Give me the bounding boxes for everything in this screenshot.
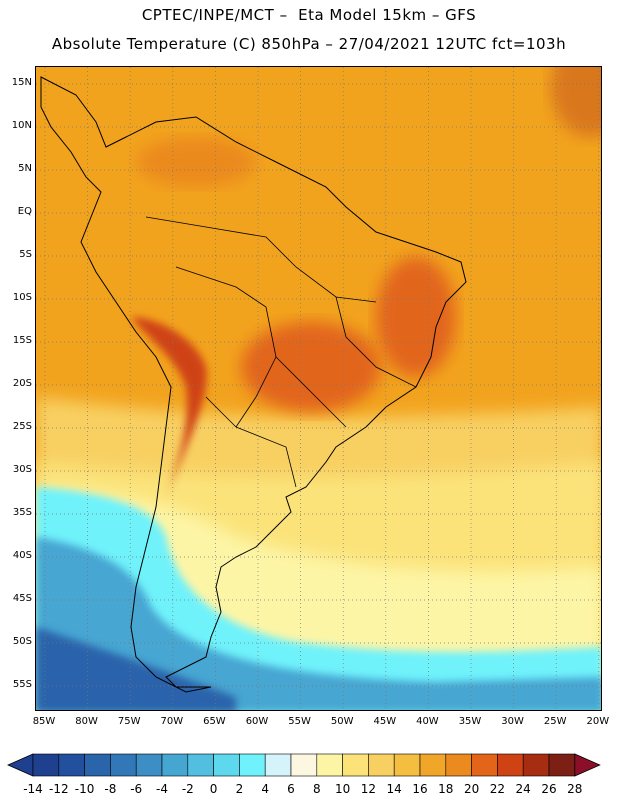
longitude-label: 50W — [330, 716, 354, 727]
colorbar-label: -14 — [23, 782, 43, 796]
colorbar-label: 20 — [463, 782, 480, 796]
colorbar-swatch — [58, 753, 85, 777]
country-borders — [145, 216, 417, 488]
colombia-warm — [136, 137, 256, 187]
longitude-label: 30W — [501, 716, 524, 727]
colorbar-swatch — [84, 753, 111, 777]
south-america-coastline — [40, 76, 467, 693]
colorbar-swatch — [264, 753, 292, 777]
colorbar-label: -4 — [156, 782, 168, 796]
graticule — [36, 67, 601, 710]
colorbar-label: -12 — [48, 782, 69, 796]
map-frame[interactable] — [35, 66, 602, 711]
colorbar-label: 18 — [438, 782, 454, 796]
colorbar-swatch — [135, 753, 163, 777]
colorbar-label: 28 — [567, 782, 583, 796]
colorbar-swatch — [393, 753, 421, 777]
colorbar-label: 14 — [386, 782, 402, 796]
colorbar-label: 22 — [489, 782, 506, 796]
colorbar-swatch — [161, 753, 189, 777]
colorbar-label: 0 — [209, 782, 218, 796]
andes-hot — [131, 317, 207, 497]
colorbar-swatch — [187, 753, 214, 777]
colorbar-swatch — [213, 753, 240, 777]
latitude-label: EQ — [17, 206, 32, 217]
longitude-label: 40W — [416, 716, 439, 727]
longitude-label: 75W — [117, 716, 141, 727]
longitude-label: 25W — [543, 716, 567, 727]
latitude-label: 45S — [12, 593, 32, 604]
ne-brazil-hot — [376, 257, 456, 377]
longitude-label: 60W — [245, 716, 269, 727]
colorbar-label: -2 — [181, 782, 194, 796]
longitude-label: 55W — [288, 716, 311, 727]
colorbar-swatch — [239, 753, 266, 777]
longitude-label: 70W — [160, 716, 184, 727]
colorbar-label: 24 — [515, 782, 531, 796]
hot-area-ne — [551, 67, 601, 137]
colorbar-swatch — [445, 753, 472, 777]
colorbar-label: -6 — [130, 782, 143, 796]
colorbar-swatch — [419, 753, 447, 777]
colorbar-swatch — [316, 753, 343, 777]
colorbar-label: -10 — [74, 782, 95, 796]
latitude-label: 35S — [12, 507, 32, 518]
map-subtitle: Absolute Temperature (C) 850hPa – 27/04/… — [51, 35, 567, 53]
colorbar-label: 6 — [287, 782, 295, 796]
colorbar-label: 12 — [360, 782, 377, 796]
latitude-label: 30S — [12, 464, 32, 475]
colorbar-swatch — [342, 753, 369, 777]
colorbar-min-arrow — [7, 753, 34, 777]
latitude-label: 40S — [12, 550, 32, 561]
latitude-label: 55S — [12, 679, 32, 690]
colorbar-swatch — [110, 753, 137, 777]
colorbar-label: 10 — [334, 782, 351, 796]
latitude-label: 5N — [18, 163, 32, 174]
longitude-label: 45W — [373, 716, 397, 727]
colorbar-label: 4 — [261, 782, 270, 796]
colorbar-label: 26 — [541, 782, 557, 796]
longitude-label: 20W — [586, 716, 610, 727]
latitude-label: 20S — [12, 378, 32, 389]
colorbar-swatch — [32, 753, 60, 777]
colorbar-swatch — [522, 753, 550, 777]
latitude-label: 25S — [12, 421, 32, 432]
colorbar-max-arrow — [574, 753, 601, 777]
latitude-label: 10N — [11, 120, 32, 131]
colorbar-label: 16 — [412, 782, 428, 796]
central-brazil-hot — [241, 322, 381, 412]
map-title: CPTEC/INPE/MCT – Eta Model 15km – GFS — [141, 6, 477, 24]
colder-area — [36, 537, 601, 710]
latitude-label: 50S — [12, 636, 32, 647]
colorbar-swatch — [497, 753, 524, 777]
temperature-map — [36, 67, 601, 710]
colorbar — [7, 753, 601, 777]
longitude-label: 80W — [75, 716, 98, 727]
latitude-label: 15S — [12, 335, 32, 346]
longitude-label: 65W — [203, 716, 226, 727]
latitude-label: 15N — [11, 77, 32, 88]
latitude-label: 5S — [19, 249, 32, 260]
latitude-label: 10S — [12, 292, 32, 303]
colorbar-swatch — [290, 753, 318, 777]
colorbar-label: 2 — [235, 782, 244, 796]
colorbar-label: 8 — [312, 782, 321, 796]
colorbar-swatch — [368, 753, 395, 777]
colorbar-swatch — [548, 753, 576, 777]
colorbar-swatch — [471, 753, 498, 777]
coldest-area — [36, 627, 236, 710]
longitude-label: 85W — [32, 716, 56, 727]
colorbar-label: -8 — [104, 782, 117, 796]
longitude-label: 35W — [458, 716, 482, 727]
